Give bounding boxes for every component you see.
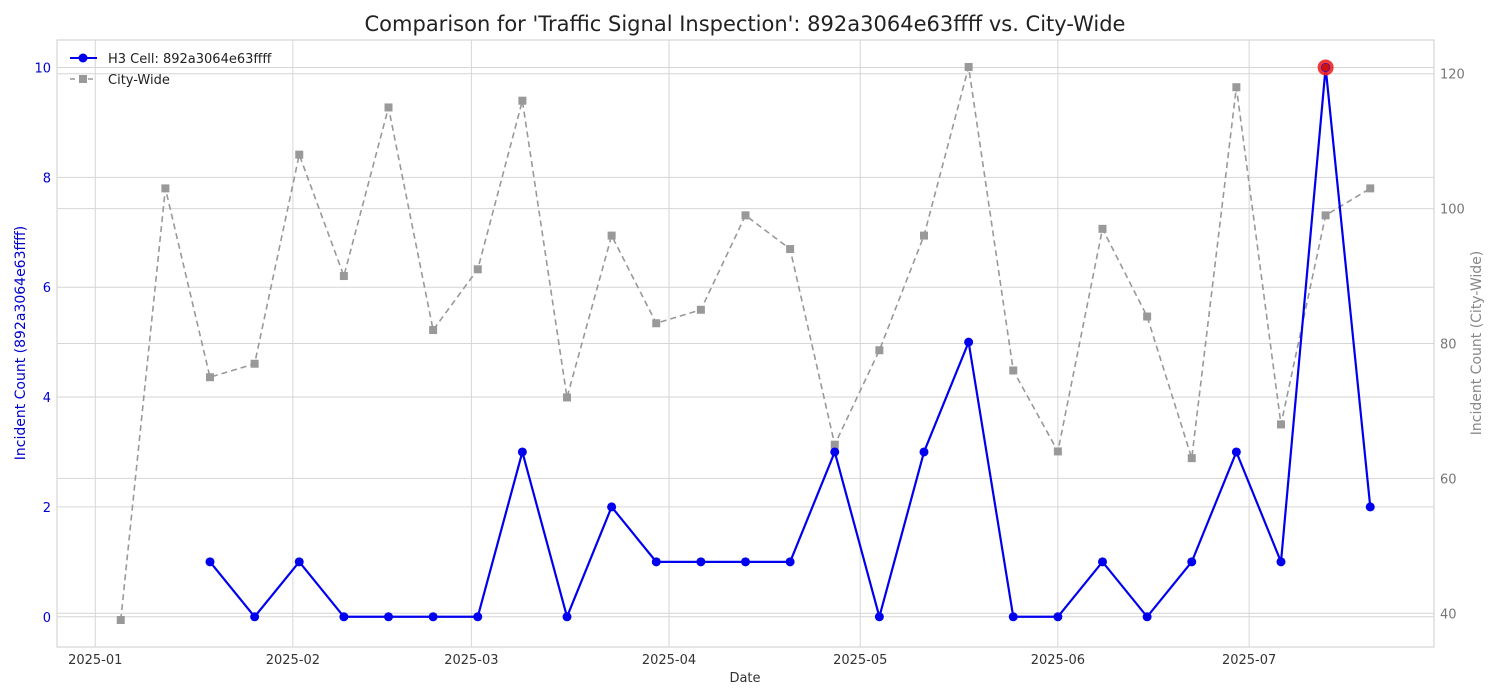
city-wide-point	[1321, 211, 1330, 220]
h3-cell-point	[785, 557, 795, 567]
city-wide-point	[1009, 366, 1018, 375]
h3-cell-point	[874, 612, 884, 622]
legend-h3-marker	[78, 53, 88, 63]
city-wide-point	[339, 272, 348, 281]
h3-cell-point	[696, 557, 706, 567]
h3-cell-point	[1098, 557, 1107, 567]
city-wide-point	[206, 373, 214, 382]
y-tick-label-left: 8	[43, 171, 51, 186]
legend: H3 Cell: 892a3064e63ffff City-Wide	[70, 52, 272, 88]
h3-cell-point	[562, 612, 572, 622]
legend-h3-label: H3 Cell: 892a3064e63ffff	[108, 52, 272, 67]
x-tick-label: 2025-03	[444, 653, 498, 668]
h3-cell-point	[1276, 557, 1286, 567]
city-wide-point	[1098, 224, 1107, 233]
y-tick-label-left: 0	[43, 611, 51, 626]
city-wide-point	[250, 359, 259, 368]
peak-highlight-center	[1321, 63, 1330, 72]
x-tick-label: 2025-07	[1222, 653, 1276, 668]
h3-cell-point	[607, 502, 617, 512]
y-tick-label-left: 4	[43, 391, 51, 406]
city-wide-point	[607, 231, 616, 240]
x-tick-label: 2025-01	[68, 653, 122, 668]
y-tick-label-left: 10	[34, 61, 51, 76]
city-wide-point	[696, 305, 705, 314]
x-tick-label: 2025-05	[833, 653, 887, 668]
h3-cell-point	[1187, 557, 1197, 567]
h3-cell-point	[384, 612, 393, 622]
city-wide-point	[741, 211, 750, 220]
city-wide-point	[830, 440, 839, 449]
x-tick-label: 2025-06	[1031, 653, 1085, 668]
city-wide-point	[1187, 454, 1196, 463]
city-wide-point	[964, 62, 973, 71]
y-axis-label-right: Incident Count (City-Wide)	[1469, 251, 1485, 435]
city-wide-point	[1232, 83, 1241, 92]
city-wide-point	[429, 326, 438, 335]
h3-cell-point	[651, 557, 661, 567]
city-wide-point	[161, 184, 170, 193]
h3-cell-point	[339, 612, 349, 622]
y-tick-label-right: 120	[1440, 68, 1465, 83]
y-tick-label-left: 2	[43, 501, 51, 516]
city-wide-point	[786, 245, 795, 254]
h3-cell-point	[830, 447, 840, 457]
y-tick-label-left: 6	[43, 281, 51, 296]
axis-layer: 2025-01 2025-02 2025-03 2025-04 2025-05 2025-…	[34, 61, 1464, 668]
h3-cell-point	[1365, 502, 1375, 512]
city-wide-point	[1143, 312, 1152, 321]
h3-cell-point	[1142, 612, 1152, 622]
city-wide-point	[563, 393, 571, 402]
h3-cell-point	[1231, 447, 1241, 457]
city-wide-point	[384, 103, 393, 112]
h3-cell-point	[428, 612, 438, 622]
city-wide-point	[652, 319, 661, 328]
x-axis-label: Date	[729, 671, 760, 686]
city-wide-point	[1277, 420, 1285, 429]
h3-cell-point	[473, 612, 483, 622]
city-wide-point	[920, 231, 928, 240]
series-layer	[116, 59, 1375, 625]
h3-cell-point	[250, 612, 260, 622]
x-tick-label: 2025-02	[266, 653, 320, 668]
h3-cell-point	[517, 447, 527, 457]
legend-city-label: City-Wide	[108, 73, 170, 88]
city-wide-point	[518, 96, 527, 105]
city-wide-point	[295, 150, 304, 159]
grid-layer	[57, 40, 1434, 647]
chart-title: Comparison for 'Traffic Signal Inspectio…	[365, 12, 1126, 36]
h3-cell-point	[1053, 612, 1063, 622]
city-wide-point	[1366, 184, 1375, 193]
city-wide-point	[473, 265, 482, 274]
x-tick-label: 2025-04	[642, 653, 696, 668]
y-tick-label-right: 40	[1440, 607, 1457, 622]
city-wide-point	[116, 616, 125, 625]
city-wide-point	[1053, 447, 1062, 456]
y-tick-label-right: 80	[1440, 338, 1457, 353]
y-axis-label-left: Incident Count (892a3064e63ffff)	[13, 226, 29, 461]
h3-cell-point	[205, 557, 215, 567]
h3-cell-point	[1008, 612, 1018, 622]
h3-cell-point	[294, 557, 304, 567]
h3-cell-point	[741, 557, 750, 567]
city-wide-point	[875, 346, 884, 355]
y-tick-label-right: 100	[1440, 203, 1465, 218]
y-tick-label-right: 60	[1440, 472, 1457, 487]
h3-cell-point	[964, 337, 974, 347]
h3-cell-point	[919, 447, 929, 457]
legend-city-marker	[79, 75, 87, 83]
city-wide-line	[119, 66, 1371, 621]
